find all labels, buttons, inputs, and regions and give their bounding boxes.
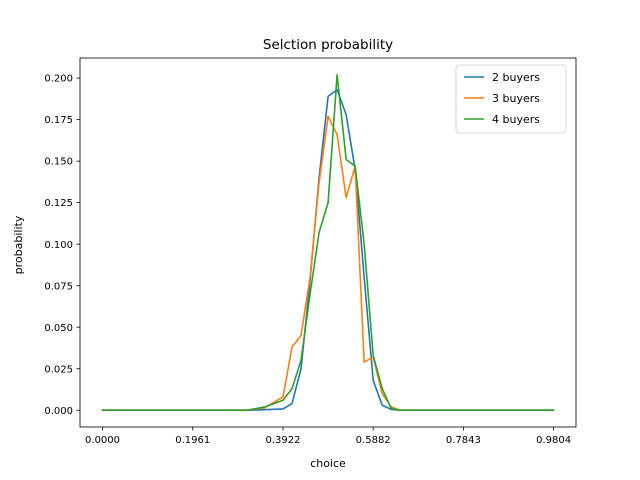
plot-frame [79, 57, 577, 428]
y-tick-label: 0.000 [44, 406, 73, 417]
series-line-2 [101, 115, 555, 412]
x-tick-label: 0.7843 [446, 435, 481, 446]
legend-label-1: 2 buyers [492, 71, 540, 84]
x-tick-label: 0.1961 [175, 435, 210, 446]
y-tick-label: 0.075 [44, 281, 73, 292]
legend-box [455, 64, 567, 134]
y-axis-title: probability [12, 215, 25, 274]
y-tick-label: 0.150 [44, 157, 73, 168]
y-tick-label: 0.100 [44, 240, 73, 251]
series-layer [101, 73, 555, 412]
x-tick-label: 0.5882 [356, 435, 391, 446]
x-axis-title: choice [310, 457, 346, 470]
x-tick-label: 0.0000 [85, 435, 120, 446]
legend-label-3: 4 buyers [492, 113, 540, 126]
legend-label-2: 3 buyers [492, 92, 540, 105]
y-tick-label: 0.125 [44, 198, 73, 209]
legend: 2 buyers 3 buyers 4 buyers [455, 64, 567, 134]
y-tick-label: 0.200 [44, 74, 73, 85]
x-tick-label: 0.9804 [536, 435, 571, 446]
chart-title: Selction probability [263, 37, 393, 53]
series-line-1 [101, 88, 555, 412]
y-tick-label: 0.175 [44, 115, 73, 126]
x-tick-label: 0.3922 [266, 435, 301, 446]
y-tick-label: 0.050 [44, 323, 73, 334]
series-line-3 [101, 73, 555, 412]
axes-layer: 0.0000 0.1961 0.3922 0.5882 0.7843 0.9804 0.00… [44, 57, 577, 446]
y-tick-label: 0.025 [44, 364, 73, 375]
